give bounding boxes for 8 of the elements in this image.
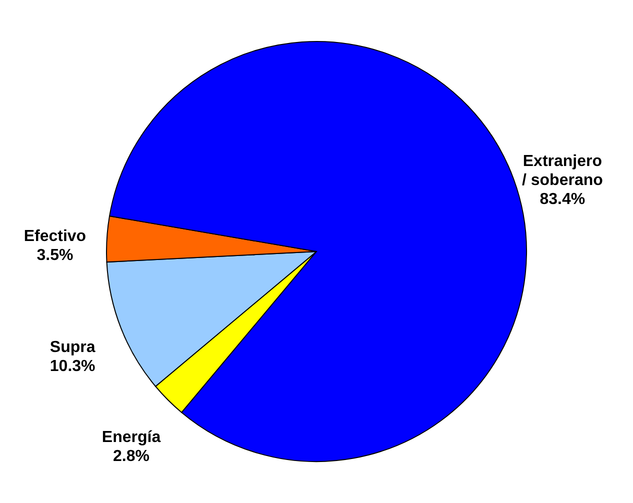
slice-label: Supra <box>50 339 96 356</box>
data-label: 83.4% <box>540 191 586 208</box>
slice-label: Energía <box>102 428 161 446</box>
slice-label: Extranjero / soberano <box>522 153 604 190</box>
slice-label: Efectivo <box>24 228 86 245</box>
data-label: 10.3% <box>50 358 96 376</box>
data-label: 3.5% <box>36 246 74 264</box>
data-label: 2.8% <box>113 448 150 465</box>
